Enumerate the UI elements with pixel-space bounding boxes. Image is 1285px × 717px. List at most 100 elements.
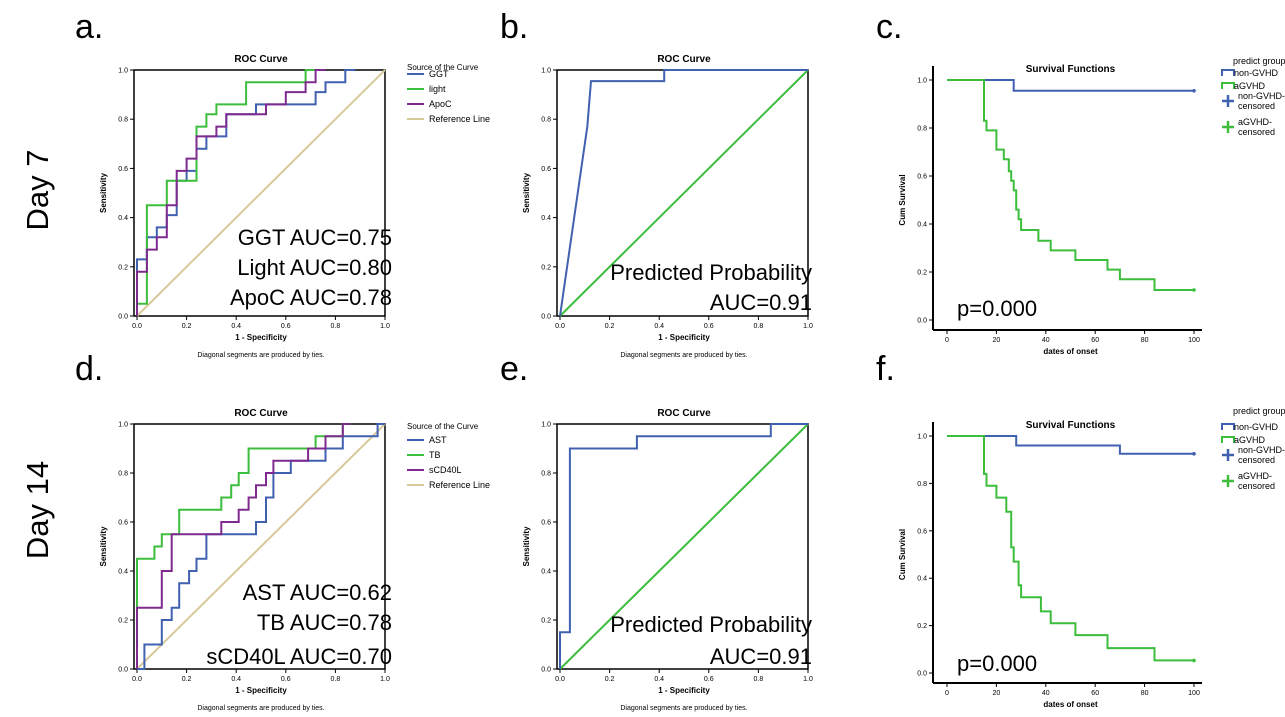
y-axis-label: Sensitivity bbox=[522, 172, 531, 213]
x-tick-label: 0.8 bbox=[331, 323, 341, 330]
y-tick-label: 0.0 bbox=[541, 314, 551, 321]
x-tick-label: 1.0 bbox=[803, 323, 813, 330]
x-tick-label: 0.2 bbox=[605, 323, 615, 330]
legend-title: Source of the Curve bbox=[407, 422, 479, 431]
legend-item: GGT bbox=[407, 69, 449, 79]
x-tick-label: 100 bbox=[1188, 337, 1200, 344]
legend-item: Reference Line bbox=[407, 480, 490, 490]
y-tick-label: 0.4 bbox=[917, 222, 927, 229]
x-axis-label: dates of onset bbox=[1043, 700, 1098, 709]
annotation-auc: Light AUC=0.80 bbox=[237, 255, 392, 280]
panel-label: a. bbox=[75, 8, 103, 46]
panel-c: c. Survival Functions 0 20 40 60 80 100 0.0 0.2 0.… bbox=[876, 8, 1285, 356]
panel-label: c. bbox=[876, 8, 902, 46]
y-axis-label: Sensitivity bbox=[522, 526, 531, 567]
legend-item: Reference Line bbox=[407, 114, 490, 124]
legend-item: aGVHD bbox=[1221, 435, 1266, 445]
chart-title: ROC Curve bbox=[657, 408, 711, 419]
legend-item: aGVHD-censored bbox=[1222, 117, 1275, 137]
x-tick-label: 0.4 bbox=[231, 676, 241, 683]
annotation-auc: TB AUC=0.78 bbox=[257, 610, 392, 635]
y-tick-label: 0.8 bbox=[541, 471, 551, 478]
panel-b: b. ROC Curve 0.0 0.2 0.4 0.6 0.8 1.0 0.0 0.2 0.4 0.… bbox=[500, 8, 813, 359]
y-tick-label: 0.4 bbox=[118, 215, 128, 222]
x-tick-label: 0.4 bbox=[654, 676, 664, 683]
legend-label: aGVHD bbox=[1234, 435, 1266, 445]
panel-f: f. Survival Functions 0 20 40 60 80 100 0.0 0.2 0.… bbox=[876, 350, 1285, 709]
series-1-line bbox=[559, 423, 809, 670]
legend-label: non-GVHD bbox=[1234, 422, 1279, 432]
y-tick-label: 1.0 bbox=[917, 434, 927, 441]
series-scd40l-line bbox=[136, 423, 351, 669]
footnote: Diagonal segments are produced by ties. bbox=[620, 705, 747, 712]
series-agvhd-line bbox=[947, 435, 1194, 662]
chart-title: Survival Functions bbox=[1026, 420, 1116, 431]
x-tick-label: 0.0 bbox=[555, 676, 565, 683]
y-tick-label: 0.8 bbox=[917, 481, 927, 488]
x-tick-label: 0.2 bbox=[605, 676, 615, 683]
x-tick-label: 0.4 bbox=[231, 323, 241, 330]
legend-swatch bbox=[1221, 423, 1235, 430]
series-non-gvhd-censor-marker bbox=[1192, 451, 1196, 456]
plot-frame bbox=[556, 423, 809, 670]
annotation-auc: ApoC AUC=0.78 bbox=[230, 285, 392, 310]
annotation-auc: Predicted Probability bbox=[610, 260, 812, 285]
legend-swatch bbox=[1221, 436, 1235, 443]
panel-a: a. ROC Curve 0.0 0.2 0.4 0.6 0.8 1.0 0.0 0.2 0.4 0.… bbox=[75, 8, 490, 359]
footnote: Diagonal segments are produced by ties. bbox=[197, 705, 324, 712]
panel-label: f. bbox=[876, 350, 895, 388]
annotation-auc: GGT AUC=0.75 bbox=[238, 225, 392, 250]
legend-label: Reference Line bbox=[429, 480, 490, 490]
y-tick-label: 0.2 bbox=[541, 618, 551, 625]
series-agvhd-censor-marker bbox=[1192, 288, 1196, 292]
y-tick-label: 0.0 bbox=[917, 318, 927, 325]
y-tick-label: 1.0 bbox=[917, 78, 927, 85]
annotation-auc: sCD40L AUC=0.70 bbox=[206, 644, 392, 669]
legend-item: non-GVHD bbox=[1221, 68, 1279, 78]
chart-title: Survival Functions bbox=[1026, 64, 1116, 75]
legend-label: light bbox=[429, 84, 446, 94]
footnote: Diagonal segments are produced by ties. bbox=[197, 352, 324, 359]
x-axis-label: 1 - Specificity bbox=[235, 686, 287, 695]
y-tick-label: 0.6 bbox=[541, 166, 551, 173]
y-tick-label: 0.8 bbox=[118, 117, 128, 124]
chart-title: ROC Curve bbox=[234, 408, 288, 419]
legend-item: TB bbox=[407, 450, 441, 460]
y-tick-label: 0.0 bbox=[541, 667, 551, 674]
annotation-auc: Predicted Probability bbox=[610, 612, 812, 637]
x-tick-label: 0.6 bbox=[281, 323, 291, 330]
x-tick-label: 0.0 bbox=[555, 323, 565, 330]
series-non-gvhd-censor-marker bbox=[1192, 89, 1196, 93]
legend-label: aGVHD-censored bbox=[1238, 117, 1275, 137]
x-tick-label: 0.2 bbox=[182, 676, 192, 683]
y-tick-label: 0.6 bbox=[917, 174, 927, 181]
series-ast-line bbox=[137, 423, 385, 670]
x-tick-label: 0.0 bbox=[132, 676, 142, 683]
annotation-auc: AUC=0.91 bbox=[710, 290, 812, 315]
series-1-line bbox=[559, 69, 809, 317]
x-tick-label: 80 bbox=[1141, 337, 1149, 344]
legend-title: predict group bbox=[1233, 56, 1285, 66]
annotation-pvalue: p=0.000 bbox=[957, 651, 1037, 676]
x-tick-label: 20 bbox=[993, 337, 1001, 344]
legend-title: predict group bbox=[1233, 406, 1285, 416]
legend-label: non-GVHD bbox=[1234, 68, 1279, 78]
footnote: Diagonal segments are produced by ties. bbox=[620, 352, 747, 359]
y-tick-label: 0.8 bbox=[541, 117, 551, 124]
series-agvhd-line bbox=[947, 79, 1194, 291]
legend-swatch bbox=[1221, 82, 1235, 89]
x-tick-label: 60 bbox=[1091, 337, 1099, 344]
legend-label: aGVHD-censored bbox=[1238, 471, 1275, 491]
legend-label: Reference Line bbox=[429, 114, 490, 124]
legend-label: non-GVHD-censored bbox=[1238, 91, 1285, 111]
legend-label: sCD40L bbox=[429, 465, 462, 475]
x-tick-label: 1.0 bbox=[380, 323, 390, 330]
x-axis-label: 1 - Specificity bbox=[658, 333, 710, 342]
annotation-pvalue: p=0.000 bbox=[957, 296, 1037, 321]
legend-item: sCD40L bbox=[407, 465, 462, 475]
x-tick-label: 60 bbox=[1091, 690, 1099, 697]
x-tick-label: 0.0 bbox=[132, 323, 142, 330]
y-tick-label: 1.0 bbox=[118, 68, 128, 75]
y-tick-label: 0.0 bbox=[118, 314, 128, 321]
row-label-day14: Day 14 bbox=[20, 461, 55, 559]
